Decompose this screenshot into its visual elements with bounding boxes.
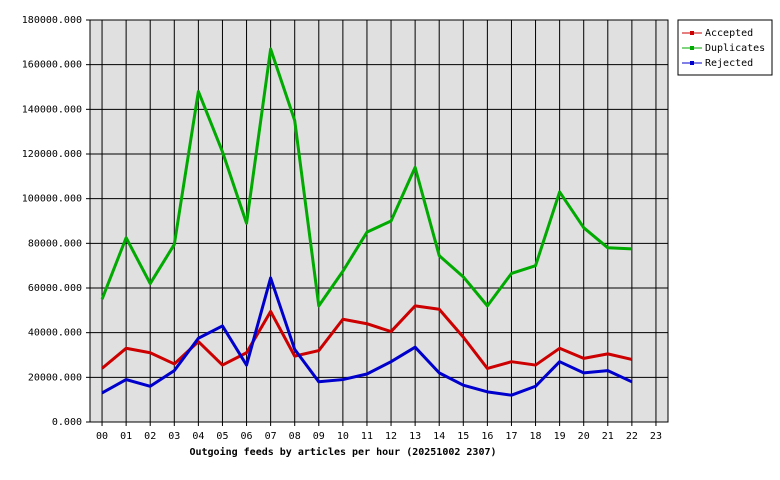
legend-marker (690, 46, 694, 50)
x-tick-label: 16 (481, 431, 493, 442)
y-tick-label: 80000.000 (28, 238, 82, 249)
x-tick-label: 06 (241, 431, 253, 442)
x-tick-label: 23 (650, 431, 662, 442)
legend-marker (690, 61, 694, 65)
x-tick-label: 18 (530, 431, 542, 442)
x-tick-label: 08 (289, 431, 301, 442)
x-tick-label: 15 (457, 431, 469, 442)
y-tick-label: 120000.000 (22, 149, 82, 160)
y-tick-label: 100000.000 (22, 194, 82, 205)
x-tick-label: 02 (144, 431, 156, 442)
x-tick-label: 11 (361, 431, 373, 442)
x-tick-label: 14 (433, 431, 445, 442)
y-tick-label: 160000.000 (22, 60, 82, 71)
x-tick-label: 20 (578, 431, 590, 442)
x-tick-label: 01 (120, 431, 132, 442)
x-tick-label: 05 (216, 431, 228, 442)
y-tick-label: 20000.000 (28, 372, 82, 383)
series-line (101, 276, 633, 397)
y-tick-label: 60000.000 (28, 283, 82, 294)
legend-label: Duplicates (705, 43, 765, 54)
x-tick-label: 10 (337, 431, 349, 442)
y-tick-label: 40000.000 (28, 328, 82, 339)
x-tick-label: 04 (192, 431, 204, 442)
x-tick-label: 12 (385, 431, 397, 442)
x-tick-label: 09 (313, 431, 325, 442)
x-tick-label: 03 (168, 431, 180, 442)
x-tick-label: 13 (409, 431, 421, 442)
legend-label: Accepted (705, 28, 753, 39)
x-tick-label: 21 (602, 431, 614, 442)
y-tick-label: 140000.000 (22, 104, 82, 115)
legend-label: Rejected (705, 58, 753, 69)
series-line (100, 47, 632, 308)
chart-title: Outgoing feeds by articles per hour (202… (189, 446, 496, 458)
x-tick-label: 00 (96, 431, 108, 442)
x-tick-label: 22 (626, 431, 638, 442)
y-tick-label: 0.000 (52, 417, 82, 428)
x-tick-label: 19 (554, 431, 566, 442)
legend-marker (690, 31, 694, 35)
x-tick-label: 17 (505, 431, 517, 442)
y-tick-label: 180000.000 (22, 15, 82, 26)
x-tick-label: 07 (265, 431, 277, 442)
